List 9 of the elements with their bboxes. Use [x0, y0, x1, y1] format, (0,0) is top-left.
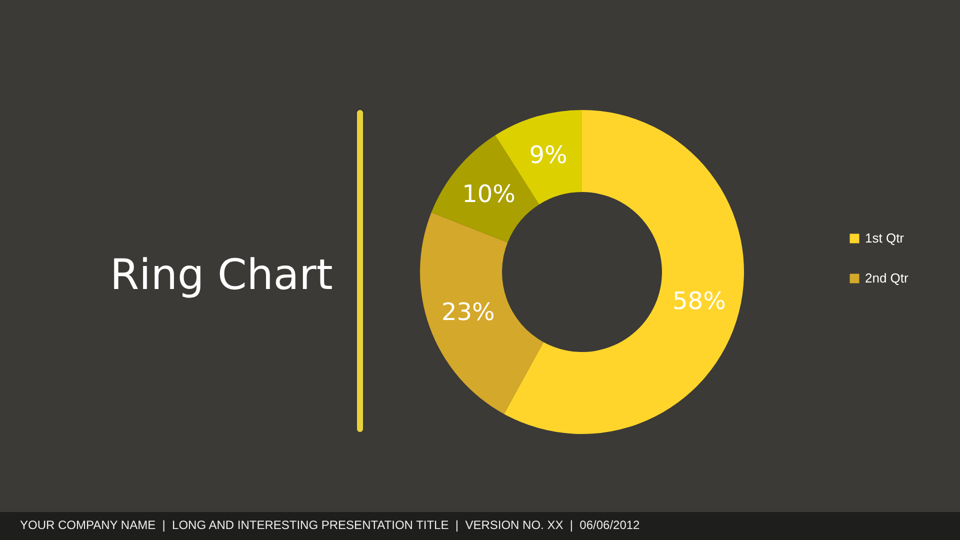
data-label: 10%	[462, 180, 516, 208]
data-label: 23%	[441, 298, 495, 326]
text: Ring Chart	[110, 250, 333, 299]
legend-label: 1st Qtr	[865, 230, 905, 246]
text: YOUR COMPANY NAME | LONG AND INTERESTING PRESENTATION TITLE | VERSION NO. XX | 06/06/2012	[20, 518, 640, 532]
donut-slice	[420, 212, 544, 414]
legend-label: 2nd Qtr	[865, 270, 910, 286]
data-label: 9%	[529, 140, 568, 169]
data-label: 58%	[672, 287, 726, 316]
